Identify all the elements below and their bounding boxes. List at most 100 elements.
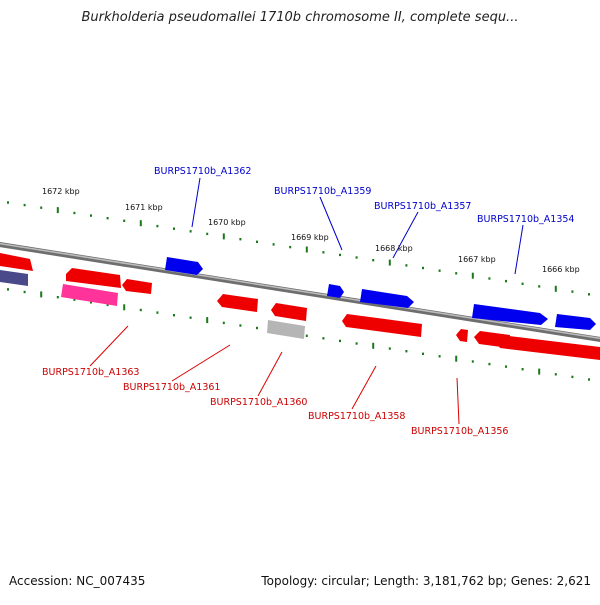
minor-tick	[339, 253, 341, 257]
minor-tick	[571, 375, 574, 379]
minor-tick	[256, 326, 258, 330]
reverse-gene-a1356[interactable]	[456, 329, 468, 342]
major-tick	[56, 207, 59, 214]
forward-genes	[165, 257, 596, 330]
minor-tick	[355, 342, 358, 345]
minor-tick	[222, 321, 225, 325]
minor-tick	[90, 214, 92, 217]
minor-tick	[588, 378, 590, 381]
minor-tick	[73, 298, 76, 301]
reverse-gene-a1364[interactable]	[0, 253, 33, 271]
minor-tick	[554, 373, 557, 376]
gene-label-a1361[interactable]: BURPS1710b_A1361	[123, 382, 220, 393]
pointer-a1354	[514, 224, 524, 275]
pointer-a1362	[191, 177, 201, 228]
minor-tick	[106, 303, 109, 307]
forward-gene-a1353[interactable]	[555, 314, 596, 330]
forward-gene-a1359[interactable]	[327, 284, 344, 298]
gene-label-a1363[interactable]: BURPS1710b_A1363	[42, 367, 139, 378]
minor-tick	[173, 314, 175, 317]
minor-tick	[488, 277, 491, 280]
minor-tick	[272, 243, 275, 246]
minor-tick	[471, 360, 474, 363]
gene-label-a1359[interactable]: BURPS1710b_A1359	[274, 186, 371, 197]
reverse-gene-a1353[interactable]	[496, 335, 600, 360]
kbp-labels: 1672 kbp 1671 kbp 1670 kbp 1669 kbp 1668…	[42, 187, 580, 274]
minor-tick	[339, 339, 341, 343]
minor-tick	[388, 347, 391, 350]
minor-tick	[588, 293, 590, 296]
chromosome-backbone-highlight	[0, 242, 600, 340]
major-tick	[222, 233, 225, 240]
minor-tick	[305, 334, 308, 337]
forward-gene-a1354[interactable]	[472, 304, 548, 325]
gene-label-a1358[interactable]: BURPS1710b_A1358	[308, 411, 405, 422]
major-tick	[305, 246, 308, 253]
gene-label-a1357[interactable]: BURPS1710b_A1357	[374, 201, 471, 212]
reverse-label-pointers	[89, 325, 460, 425]
reverse-gene-a1360[interactable]	[271, 303, 307, 321]
minor-tick	[90, 301, 92, 304]
major-tick	[372, 342, 375, 349]
pseudogene-a1363b[interactable]	[61, 284, 118, 306]
forward-gene-a1357[interactable]	[360, 289, 414, 308]
reverse-gene-labels: BURPS1710b_A1363 BURPS1710b_A1361 BURPS1…	[42, 367, 508, 437]
minor-tick	[173, 227, 175, 230]
minor-tick	[438, 355, 441, 358]
minor-tick	[7, 201, 9, 204]
reverse-gene-a1361[interactable]	[217, 294, 258, 312]
kbp-label: 1669 kbp	[291, 233, 329, 242]
minor-tick	[405, 264, 408, 267]
rna-gene-a1360b[interactable]	[267, 320, 305, 339]
minor-tick	[56, 296, 59, 299]
kbp-label: 1666 kbp	[542, 265, 580, 274]
reverse-gene-a1363[interactable]	[66, 268, 121, 288]
minor-tick	[521, 282, 524, 285]
reverse-gene-a1362b[interactable]	[122, 279, 152, 294]
gene-label-a1362[interactable]: BURPS1710b_A1362	[154, 166, 251, 177]
gene-label-a1354[interactable]: BURPS1710b_A1354	[477, 214, 574, 225]
minor-tick	[505, 279, 507, 283]
pointer-a1356	[456, 377, 460, 425]
forward-gene-a1362[interactable]	[165, 257, 203, 275]
gene-label-a1356[interactable]: BURPS1710b_A1356	[411, 426, 508, 437]
minor-tick	[455, 272, 458, 275]
kbp-label: 1670 kbp	[208, 218, 246, 227]
accession-text: Accession: NC_007435	[9, 574, 146, 588]
minor-tick	[156, 311, 159, 314]
major-tick	[538, 368, 541, 375]
pointer-a1360	[257, 351, 283, 397]
minor-tick	[189, 230, 192, 233]
reverse-gene-partial-left[interactable]	[0, 270, 28, 286]
minor-tick	[189, 316, 192, 319]
major-tick	[554, 285, 557, 292]
pointer-a1359	[319, 196, 343, 251]
outer-tick-track	[7, 201, 590, 296]
kbp-label: 1667 kbp	[458, 255, 496, 264]
minor-tick	[156, 224, 159, 228]
genome-title: Burkholderia pseudomallei 1710b chromoso…	[81, 10, 519, 25]
minor-tick	[123, 219, 126, 222]
minor-tick	[7, 288, 9, 291]
minor-tick	[239, 324, 242, 327]
minor-tick	[73, 211, 76, 215]
kbp-label: 1668 kbp	[375, 244, 413, 253]
kbp-label: 1672 kbp	[42, 187, 80, 196]
minor-tick	[206, 232, 209, 236]
minor-tick	[438, 269, 441, 272]
minor-tick	[289, 245, 292, 249]
major-tick	[139, 220, 142, 227]
minor-tick	[505, 365, 507, 368]
major-tick	[455, 355, 458, 362]
minor-tick	[488, 362, 491, 366]
minor-tick	[322, 337, 325, 340]
forward-gene-labels: BURPS1710b_A1362 BURPS1710b_A1359 BURPS1…	[154, 166, 574, 225]
minor-tick	[422, 352, 424, 355]
gene-label-a1360[interactable]: BURPS1710b_A1360	[210, 397, 307, 408]
minor-tick	[521, 368, 524, 371]
reverse-gene-a1358[interactable]	[342, 314, 422, 337]
pointer-a1361	[171, 344, 231, 382]
minor-tick	[106, 217, 109, 220]
